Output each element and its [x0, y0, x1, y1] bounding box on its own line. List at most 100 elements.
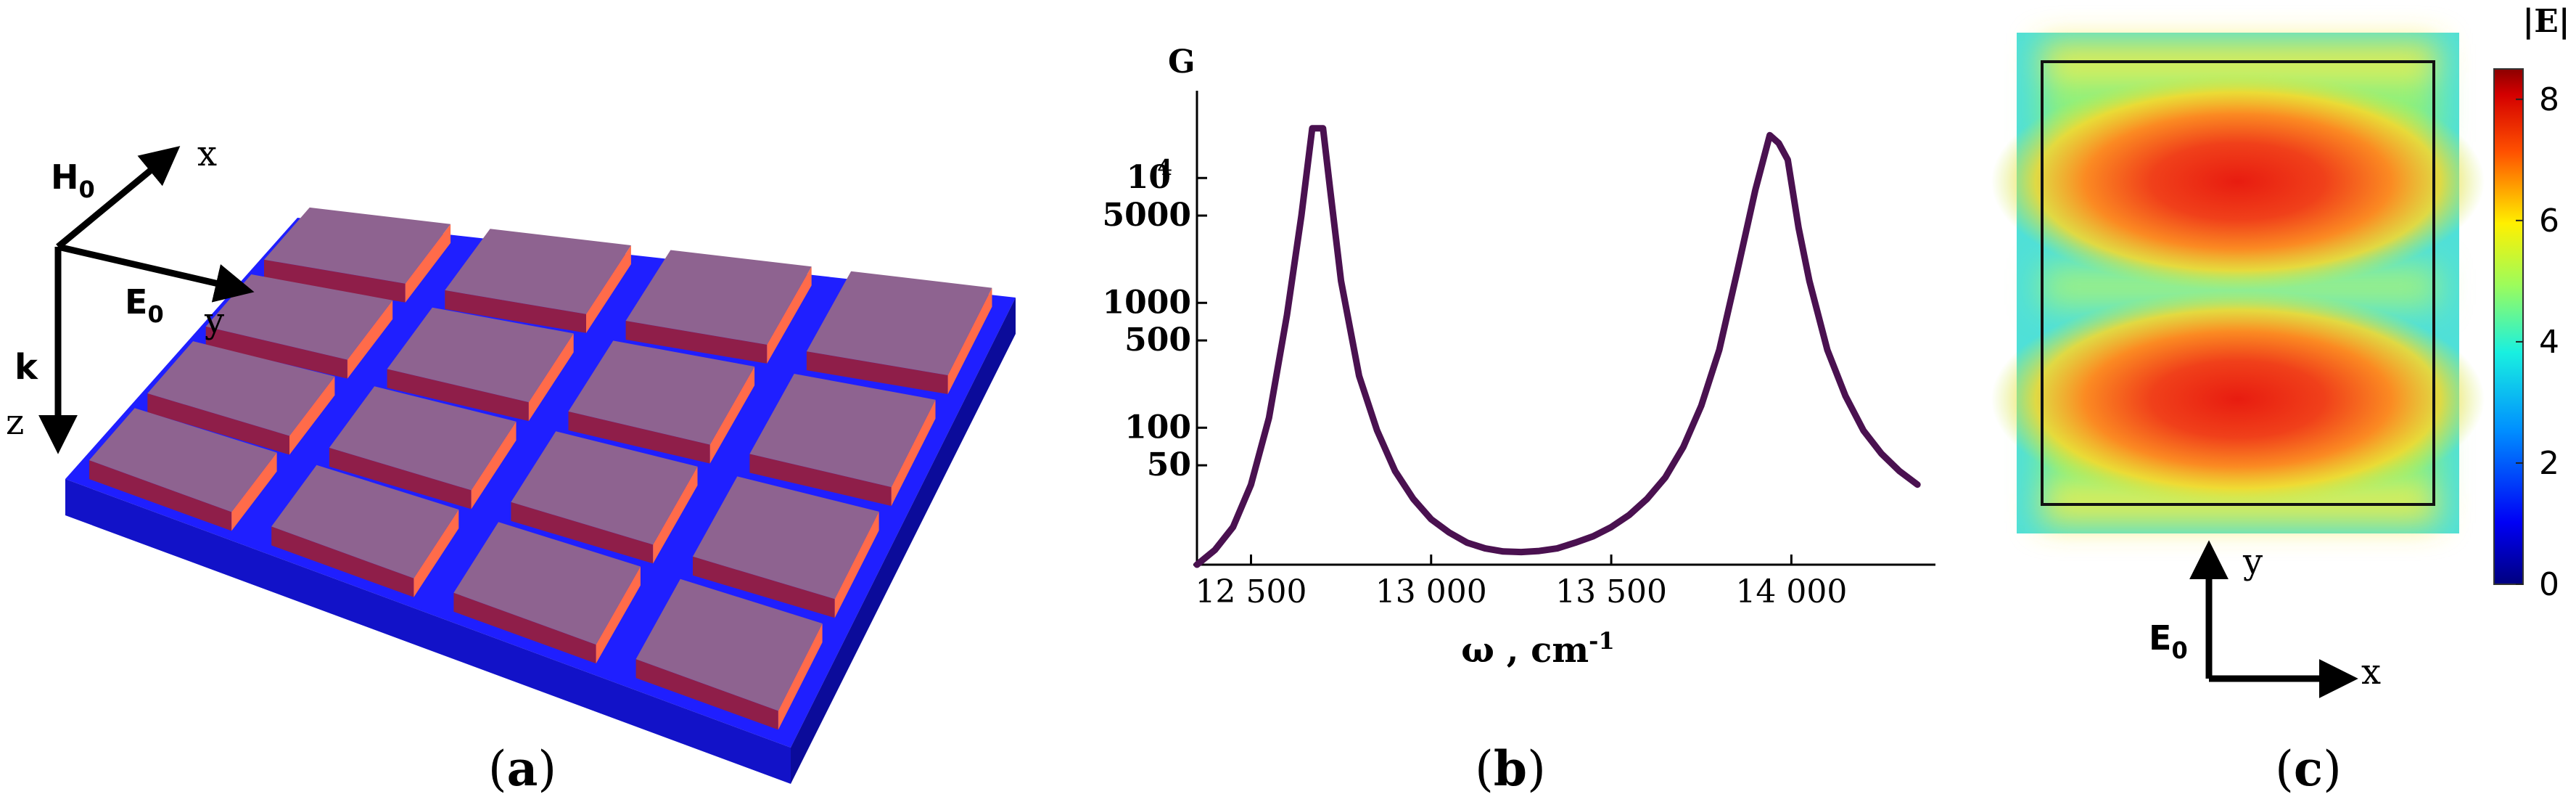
- block-top-face: [329, 386, 517, 491]
- block-top-face: [387, 307, 574, 403]
- metal-block: [271, 465, 459, 597]
- block-top-face: [568, 340, 755, 445]
- label-y-a: y: [204, 300, 224, 341]
- block-top-face: [511, 431, 698, 545]
- label-k: k: [15, 347, 38, 388]
- block-front-face: [147, 393, 289, 455]
- block-front-face: [329, 447, 472, 510]
- metal-block: [453, 522, 641, 664]
- label-H0: H0: [51, 158, 95, 203]
- substrate-front-face: [65, 479, 791, 784]
- colorbar-tick-label: 6: [2539, 202, 2559, 240]
- colorbar: [2493, 68, 2524, 585]
- metal-block: [147, 341, 335, 455]
- block-top-face: [749, 374, 936, 488]
- block-top-face: [147, 341, 335, 436]
- label-z: z: [6, 402, 24, 443]
- metal-block-array: [89, 207, 992, 730]
- field-hotspot-lower: [1991, 290, 2485, 508]
- block-side-face: [231, 452, 277, 531]
- chart-xlabel: ω , cm-1: [1461, 627, 1614, 671]
- block-front-face: [453, 592, 596, 664]
- y-tick-label: 500: [1124, 322, 1191, 359]
- y-tick-label: 50: [1147, 446, 1191, 483]
- block-front-face: [568, 411, 710, 464]
- block-top-face: [271, 465, 459, 578]
- block-side-face: [289, 376, 335, 455]
- block-side-face: [413, 510, 459, 597]
- colorbar-tick-label: 0: [2539, 566, 2559, 603]
- block-front-face: [693, 556, 835, 618]
- coordinate-axes-c: [2189, 540, 2358, 698]
- block-top-face: [693, 476, 879, 600]
- metal-block: [635, 578, 823, 730]
- block-top-face: [264, 207, 451, 284]
- block-front-face: [806, 351, 948, 394]
- field-hotspot-upper: [1991, 73, 2485, 290]
- colorbar-tick-label: 8: [2539, 81, 2559, 118]
- metal-block: [568, 340, 755, 464]
- x-tick-label: 14 000: [1735, 573, 1847, 610]
- label-x-a: x: [197, 134, 217, 174]
- axis-arrow-x: [56, 146, 181, 250]
- block-front-face: [749, 454, 892, 507]
- block-front-face: [89, 460, 232, 531]
- block-front-face: [387, 369, 529, 422]
- block-side-face: [528, 333, 574, 422]
- block-side-face: [778, 623, 823, 730]
- block-front-face: [511, 502, 654, 564]
- block-top-face: [445, 229, 631, 314]
- metal-block: [329, 386, 517, 510]
- y-tick-label: 104: [1127, 155, 1172, 196]
- block-top-face: [453, 522, 641, 645]
- panel-a-metasurface-schematic: H0 x E0 y k z (a): [6, 134, 1016, 797]
- y-tick-label: 5000: [1103, 197, 1191, 234]
- caption-c: (c): [2275, 740, 2342, 797]
- x-tick-label: 12 500: [1196, 573, 1307, 610]
- colorbar-tick-label: 2: [2539, 445, 2559, 482]
- block-top-face: [625, 250, 812, 345]
- block-side-face: [653, 466, 698, 564]
- label-x-c: x: [2361, 652, 2381, 692]
- panel-c-field-map: |E| 0 2 4 6 8 y x E0 (c): [1991, 3, 2570, 797]
- metal-block: [387, 307, 574, 422]
- x-ticks: 12 500 13 000 13 500 14 000: [1196, 555, 1847, 610]
- block-front-face: [271, 526, 414, 597]
- colorbar-tick-label: 4: [2539, 324, 2559, 361]
- block-top-face: [89, 408, 277, 512]
- substrate-side-face: [791, 298, 1016, 784]
- x-tick-label: 13 000: [1375, 573, 1487, 610]
- block-top-face: [806, 271, 992, 375]
- x-tick-label: 13 500: [1555, 573, 1667, 610]
- y-tick-label: 100: [1124, 409, 1191, 446]
- metal-block: [264, 207, 451, 303]
- chart-ylabel: G: [1168, 44, 1196, 81]
- block-side-face: [586, 245, 631, 333]
- block-top-face: [635, 578, 823, 711]
- metal-block: [511, 431, 698, 564]
- block-front-face: [205, 326, 347, 379]
- block-side-face: [347, 300, 393, 379]
- block-side-face: [947, 287, 992, 394]
- resonator-outline: [2041, 60, 2435, 506]
- axis-arrow-y: [57, 243, 255, 303]
- metal-block: [625, 250, 812, 364]
- block-side-face: [891, 399, 936, 507]
- block-front-face: [445, 290, 586, 333]
- caption-b: (b): [1475, 740, 1546, 797]
- block-side-face: [596, 566, 641, 664]
- block-side-face: [471, 421, 517, 510]
- metal-block: [89, 408, 277, 531]
- metal-block: [445, 229, 631, 333]
- label-E0-a: E0: [125, 282, 164, 328]
- block-front-face: [264, 259, 406, 303]
- label-E0-c: E0: [2149, 618, 2188, 664]
- colorbar-ticks: 0 2 4 6 8: [2516, 81, 2559, 603]
- label-y-c: y: [2242, 541, 2263, 582]
- caption-a: (a): [488, 740, 556, 797]
- block-side-face: [767, 266, 812, 364]
- y-tick-label: 1000: [1103, 284, 1191, 321]
